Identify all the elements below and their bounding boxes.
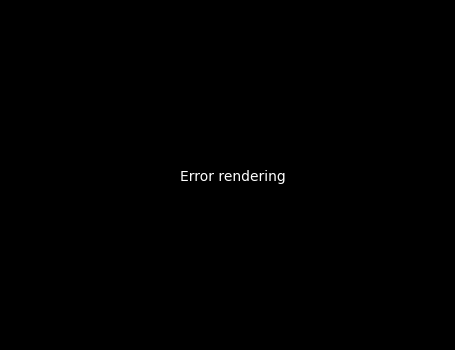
Text: Error rendering: Error rendering (180, 170, 286, 184)
